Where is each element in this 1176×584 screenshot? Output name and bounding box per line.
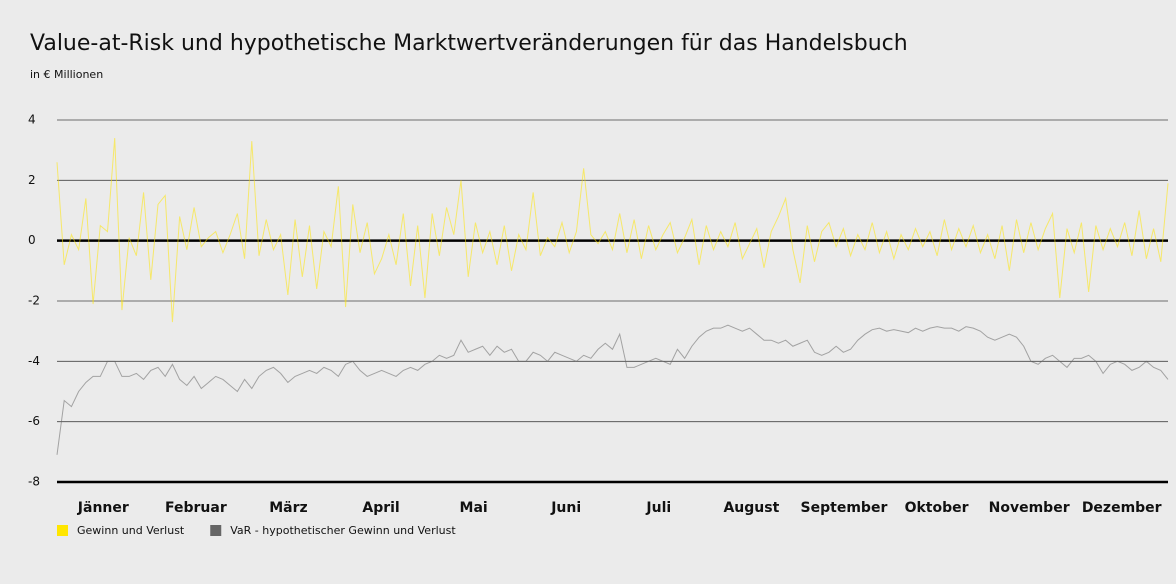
y-tick-label: 4 [28, 113, 36, 127]
x-tick-label: März [269, 500, 307, 516]
y-tick-label: 0 [28, 233, 36, 247]
x-tick-label: Mai [460, 500, 488, 516]
chart-title: Value-at-Risk und hypothetische Marktwer… [30, 31, 908, 56]
legend-swatch [57, 525, 68, 536]
x-tick-label: August [723, 500, 779, 516]
x-tick-label: Jänner [77, 500, 129, 516]
x-tick-label: November [989, 500, 1070, 516]
chart-subtitle: in € Millionen [30, 68, 103, 81]
y-tick-label: 2 [28, 173, 36, 187]
legend-label: VaR - hypothetischer Gewinn und Verlust [230, 524, 456, 537]
x-tick-label: Juni [550, 500, 581, 516]
y-tick-label: -8 [28, 475, 40, 489]
legend-label: Gewinn und Verlust [77, 524, 185, 537]
y-tick-label: -4 [28, 354, 40, 368]
series-line [56, 324, 1169, 455]
x-tick-label: Dezember [1082, 500, 1162, 516]
y-tick-label: -6 [28, 414, 40, 428]
y-tick-label: -2 [28, 294, 40, 308]
x-tick-label: Juli [645, 500, 671, 516]
x-tick-label: Februar [165, 500, 227, 516]
legend-swatch [210, 525, 222, 536]
x-tick-label: September [801, 500, 888, 516]
series-line [56, 138, 1169, 323]
x-tick-label: Oktober [905, 500, 969, 516]
x-tick-label: April [362, 500, 399, 516]
